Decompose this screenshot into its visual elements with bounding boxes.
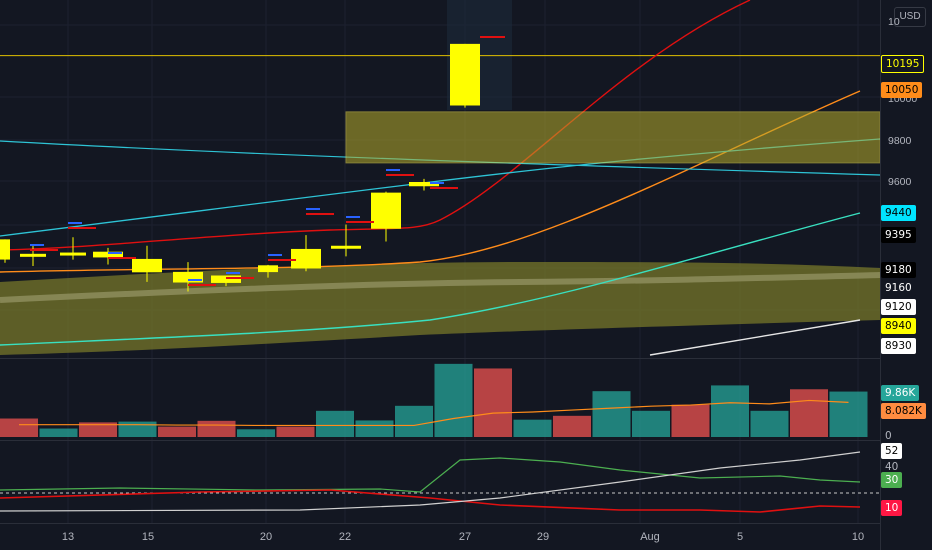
volume-pane [0, 363, 868, 437]
candle-body-7 [258, 265, 278, 273]
volume-bar-0 [0, 418, 38, 437]
indicator-label-2: 30 [881, 472, 903, 488]
date-tick-5: 29 [536, 531, 550, 543]
candle-body-12 [450, 43, 480, 106]
price-label-9120: 9120 [881, 299, 916, 315]
candle-body-8 [291, 248, 321, 269]
indicator-red-line [0, 489, 861, 513]
price-axis[interactable] [880, 0, 932, 550]
volume-bar-11 [434, 363, 473, 437]
candle-body-10 [371, 192, 401, 229]
indicator-label-0: 52 [881, 443, 903, 459]
volume-bar-7 [276, 426, 315, 437]
cloud-midline [0, 272, 881, 303]
candle-body-11 [409, 182, 439, 187]
date-tick-2: 20 [259, 531, 273, 543]
volume-label-2: 0 [885, 430, 892, 442]
supply-zone [345, 111, 881, 164]
volume-label-1: 8.082K [881, 403, 926, 419]
volume-bar-17 [671, 404, 710, 437]
candle-body-2 [60, 252, 86, 256]
candle-body-3 [93, 251, 123, 258]
volume-bar-4 [158, 426, 196, 437]
price-tick-2: 9800 [888, 135, 912, 147]
candles [0, 36, 505, 292]
currency-button[interactable]: USD [894, 7, 926, 27]
price-label-9180: 9180 [881, 262, 916, 278]
volume-bar-6 [237, 429, 275, 437]
ichimoku-cloud [0, 262, 881, 355]
indicator-label-3: 10 [881, 500, 903, 516]
volume-bar-13 [513, 419, 552, 437]
volume-bar-18 [711, 385, 749, 437]
candle-body-5 [173, 271, 203, 283]
date-tick-6: Aug [640, 531, 660, 543]
cloud-band [0, 262, 880, 355]
ma-white [649, 319, 861, 356]
volume-bar-5 [197, 420, 236, 437]
price-tick-0: 10 [888, 16, 900, 28]
date-tick-0: 13 [61, 531, 75, 543]
volume-bar-15 [592, 391, 631, 437]
volume-bar-14 [553, 415, 591, 437]
date-tick-8: 10 [851, 531, 865, 543]
date-tick-7: 5 [736, 531, 744, 543]
candle-body-0 [0, 239, 10, 260]
price-label-10195: 10195 [881, 55, 925, 73]
date-tick-3: 22 [338, 531, 352, 543]
price-label-8940: 8940 [881, 318, 916, 334]
ma-teal [0, 212, 861, 346]
volume-bar-10 [395, 405, 433, 437]
pane-separator-1[interactable] [0, 358, 880, 359]
indicator-pane [0, 451, 880, 513]
volume-bar-8 [316, 410, 354, 437]
price-tick-3: 9600 [888, 176, 912, 188]
volume-bar-2 [79, 422, 117, 437]
indicator-label-1: 40 [885, 461, 899, 473]
volume-bar-19 [750, 410, 789, 437]
volume-bar-1 [39, 428, 78, 437]
volume-label-0: 9.86K [881, 385, 920, 401]
volume-ma-line [19, 399, 849, 427]
indicator-white-line [0, 451, 861, 512]
zone-rect [345, 111, 881, 164]
volume-bar-20 [790, 389, 828, 437]
candle-body-4 [132, 258, 162, 273]
volume-bar-3 [118, 421, 157, 437]
candle-body-1 [20, 253, 46, 257]
volume-bar-12 [474, 368, 512, 437]
ma-red [0, 0, 751, 251]
candle-body-9 [331, 245, 361, 249]
volume-bar-16 [632, 410, 670, 437]
candle-body-6 [211, 275, 241, 283]
price-label-10050: 10050 [881, 82, 923, 98]
volume-bar-9 [355, 420, 394, 437]
volume-bar-21 [829, 391, 868, 437]
indicator-green-line [0, 457, 861, 493]
pane-separator-2[interactable] [0, 440, 880, 441]
pane-separator-3[interactable] [0, 523, 880, 524]
date-tick-1: 15 [141, 531, 155, 543]
price-label-9160: 9160 [881, 280, 916, 296]
price-label-9440: 9440 [881, 205, 916, 221]
price-label-9395: 9395 [881, 227, 916, 243]
price-label-8930: 8930 [881, 338, 916, 354]
date-tick-4: 27 [458, 531, 472, 543]
